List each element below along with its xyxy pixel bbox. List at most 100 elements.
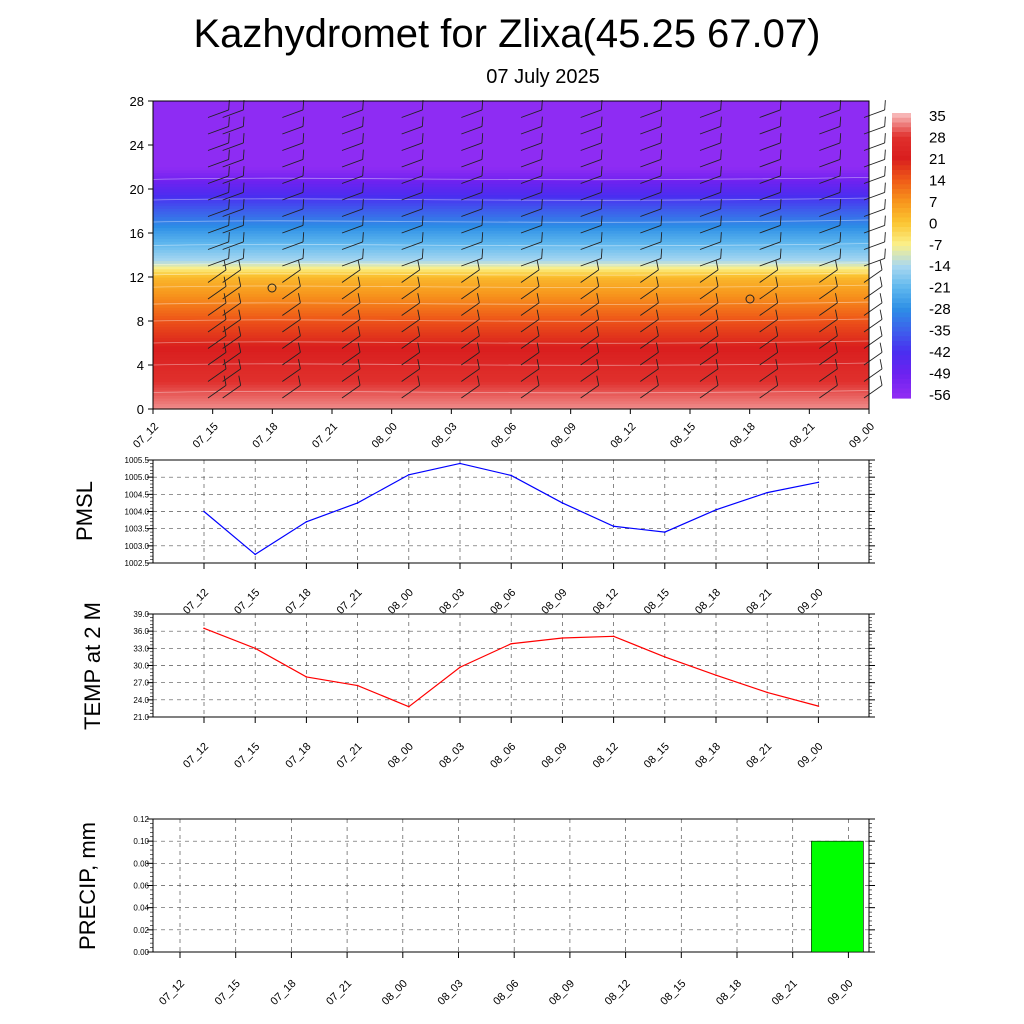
wind-barb <box>207 326 227 349</box>
wind-barb-flag <box>720 133 722 144</box>
wind-barb-shaft <box>863 208 885 217</box>
heat-band <box>153 252 869 256</box>
wind-barb-shaft <box>222 241 244 250</box>
wind-barb-shaft <box>819 159 841 168</box>
temperature-contour <box>152 390 870 394</box>
wind-barb <box>282 215 305 234</box>
wind-barb-shaft <box>863 302 883 316</box>
wind-barb <box>699 149 722 168</box>
wind-barb-shaft <box>640 258 662 267</box>
wind-barb-shaft <box>640 319 659 333</box>
wind-barb-flag <box>223 359 227 369</box>
heat-band <box>153 277 869 281</box>
wind-barb-shaft <box>282 126 304 135</box>
wind-barb <box>461 293 480 316</box>
colorbar-label: -28 <box>929 301 951 318</box>
x-tick-label: 08_12 <box>608 421 638 451</box>
heat-band <box>153 109 869 113</box>
wind-barb-flag <box>238 260 242 270</box>
x-tick-label: 08_03 <box>436 978 466 1008</box>
wind-barb-shaft <box>699 319 719 333</box>
wind-barb-shaft <box>520 302 540 316</box>
x-tick-label: 08_15 <box>658 978 688 1008</box>
wind-barb <box>699 100 722 118</box>
wind-barb <box>222 342 242 366</box>
wind-barb-shaft <box>401 335 420 349</box>
wind-barb-flag <box>417 375 421 386</box>
wind-barb-flag <box>596 375 600 386</box>
wind-barb <box>819 375 838 399</box>
wind-barb <box>699 260 719 283</box>
wind-barb-shaft <box>401 126 423 135</box>
wind-barb-shaft <box>222 286 241 300</box>
wind-barb-flag <box>839 232 842 243</box>
wind-barb-shaft <box>520 319 540 333</box>
temp-point <box>254 647 256 650</box>
wind-barb-flag <box>600 199 603 210</box>
wind-barb-flag <box>660 100 663 111</box>
wind-barb-flag <box>779 149 782 160</box>
wind-barb-flag <box>242 133 245 144</box>
wind-barb <box>819 260 838 283</box>
chart-subtitle: 07 July 2025 <box>486 66 599 88</box>
x-tick-label: 08_18 <box>728 421 758 451</box>
wind-barb-flag <box>839 248 842 259</box>
temperature-contour <box>152 243 870 247</box>
colorbar-swatch <box>892 279 911 285</box>
wind-barb-shaft <box>863 352 883 366</box>
heat-band <box>153 370 869 374</box>
wind-barb <box>222 260 242 283</box>
wind-barb-flag <box>884 248 886 259</box>
wind-barb-shaft <box>401 109 423 118</box>
wind-barb <box>401 359 421 382</box>
wind-barb <box>863 116 886 135</box>
wind-barb-flag <box>660 166 663 177</box>
wind-barb-shaft <box>520 192 542 201</box>
pmsl-point <box>715 508 717 511</box>
wind-barb-shaft <box>759 385 778 399</box>
wind-barb-shaft <box>461 368 480 382</box>
temp-point <box>612 635 615 638</box>
wind-barb <box>580 309 600 333</box>
wind-barb <box>401 342 421 366</box>
wind-barb-flag <box>600 149 603 160</box>
wind-barb-flag <box>884 100 886 111</box>
wind-barb-shaft <box>819 241 841 250</box>
wind-barb-flag <box>884 199 886 210</box>
heat-band <box>153 354 869 358</box>
wind-barb-flag <box>481 166 484 177</box>
wind-barb <box>819 232 842 250</box>
heat-band <box>153 310 869 314</box>
wind-barb <box>819 326 838 349</box>
heat-band <box>153 191 869 196</box>
wind-barb <box>640 232 663 250</box>
wind-barb <box>580 276 600 300</box>
wind-barb-shaft <box>640 269 659 283</box>
wind-barb <box>699 116 722 135</box>
heat-band <box>153 326 869 330</box>
wind-barb-flag <box>884 232 886 243</box>
wind-barb <box>863 133 886 151</box>
wind-barb <box>699 215 722 234</box>
heat-band <box>153 389 869 394</box>
colorbar-swatch <box>892 255 911 261</box>
wind-barb <box>759 276 779 300</box>
plot-frame <box>152 613 870 718</box>
heat-band <box>153 378 869 383</box>
heat-band <box>153 200 869 204</box>
wind-barb <box>207 375 227 399</box>
wind-barb-flag <box>421 215 424 226</box>
pmsl-point <box>356 502 359 504</box>
colorbar-swatch <box>892 136 911 143</box>
colorbar-label: -21 <box>929 280 951 297</box>
colorbar-swatch <box>892 260 911 266</box>
wind-barb-shaft <box>520 258 542 267</box>
wind-barb-flag <box>779 133 782 144</box>
x-tick-label: 08_21 <box>744 587 774 617</box>
wind-barb-shaft <box>461 352 480 366</box>
wind-barb-flag <box>417 359 421 369</box>
wind-barb-shaft <box>699 269 719 283</box>
x-tick-label: 07_18 <box>283 741 313 771</box>
wind-barb-flag <box>779 215 782 226</box>
temperature-contour <box>152 197 870 201</box>
